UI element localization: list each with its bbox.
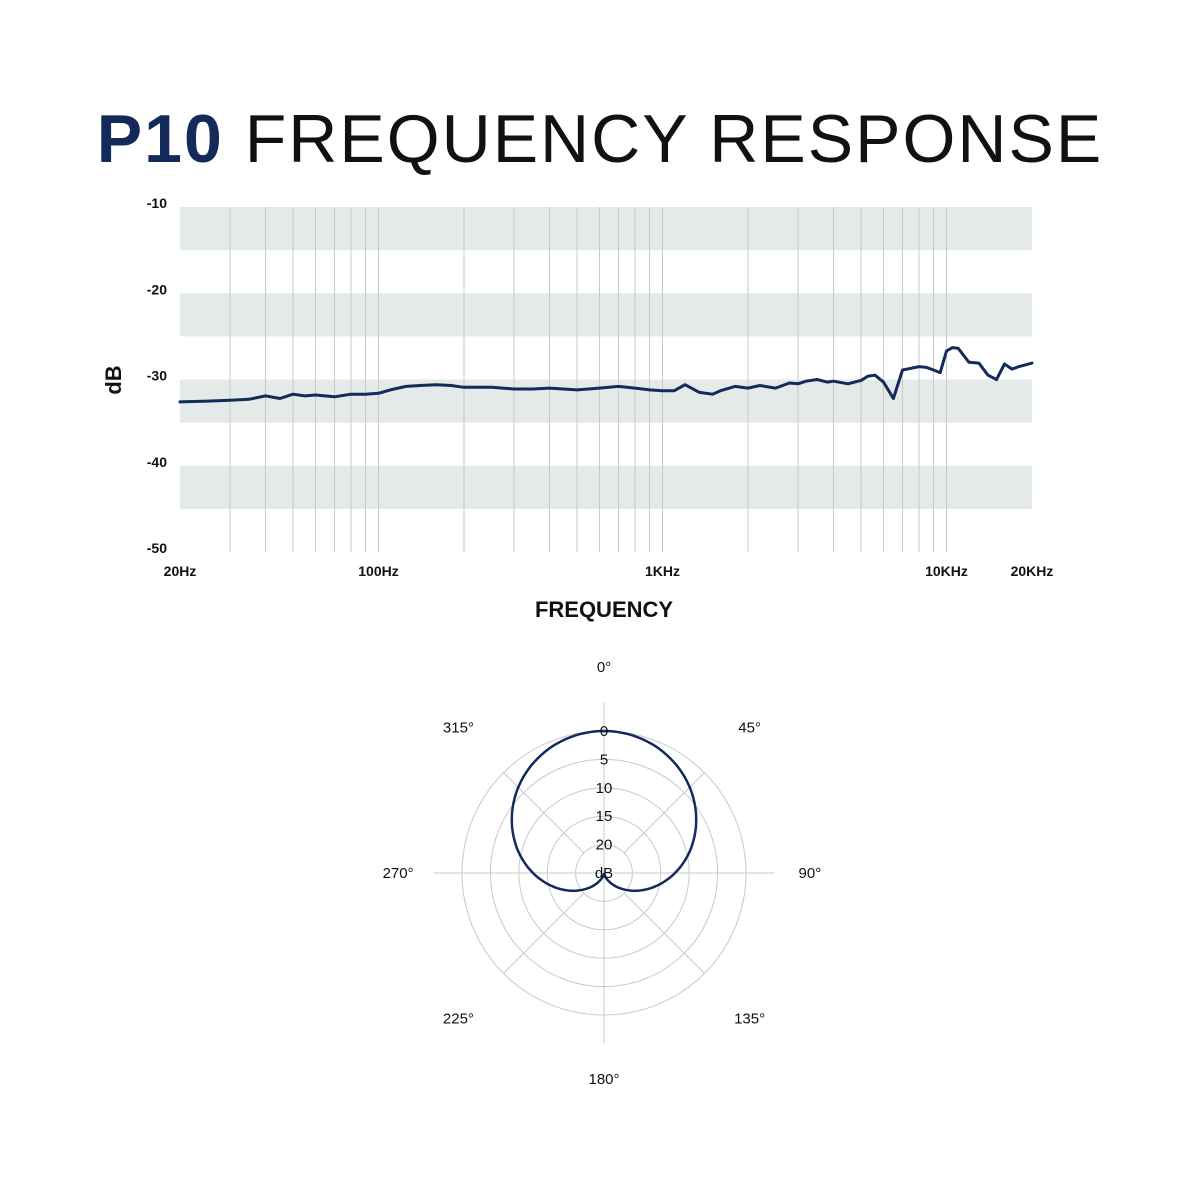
- polar-angle-label: 0°: [597, 659, 611, 676]
- radial-labels: 0 5 10 15 20 dB: [595, 723, 613, 882]
- polar-radial-label: 15: [596, 808, 613, 825]
- curve-layer: [178, 346, 1034, 404]
- polar-spoke: [623, 772, 705, 854]
- polar-radial-label: 5: [600, 751, 608, 768]
- title-brand: P10: [96, 101, 224, 177]
- x-tick-labels: 20Hz 100Hz 1KHz 10KHz 20KHz: [164, 563, 1054, 579]
- frequency-response-chart: -10-20-30-40-50 20Hz 100Hz 1KHz 10KHz 20KHz …: [101, 195, 1054, 622]
- polar-pattern-chart: 0 5 10 15 20 dB 0° 45° 90° 135° 180° 225° 270° 315°: [383, 659, 822, 1088]
- polar-spoke: [503, 772, 585, 854]
- bands-layer: [180, 207, 1032, 509]
- y-tick-label: -10: [147, 195, 167, 211]
- grid-band: [180, 207, 1032, 251]
- grid-band: [180, 293, 1032, 337]
- title-rest: FREQUENCY RESPONSE: [244, 101, 1104, 177]
- x-tick-label: 20KHz: [1011, 563, 1054, 579]
- polar-angle-label: 270°: [383, 865, 414, 882]
- polar-angle-label: 90°: [799, 865, 822, 882]
- polar-angle-label: 135°: [734, 1011, 765, 1028]
- x-tick-label: 1KHz: [645, 563, 680, 579]
- polar-angle-label: 225°: [443, 1011, 474, 1028]
- polar-spoke: [623, 892, 705, 974]
- gridlines-layer: [229, 207, 948, 552]
- polar-spoke: [503, 892, 585, 974]
- response-curve: [178, 346, 1034, 404]
- polar-radial-label: dB: [595, 865, 613, 882]
- polar-angle-label: 45°: [738, 719, 761, 736]
- x-tick-label: 20Hz: [164, 563, 197, 579]
- grid-band: [180, 465, 1032, 509]
- y-tick-label: -20: [147, 281, 167, 297]
- angle-labels: 0° 45° 90° 135° 180° 225° 270° 315°: [383, 659, 822, 1088]
- polar-angle-label: 315°: [443, 719, 474, 736]
- polar-radial-label: 10: [596, 780, 613, 797]
- y-tick-label: -40: [147, 454, 167, 470]
- y-axis-label: dB: [101, 365, 126, 394]
- y-tick-labels: -10 -20 -30 -40 -50: [147, 195, 167, 556]
- x-tick-label: 100Hz: [358, 563, 398, 579]
- polar-grid-layer: [433, 702, 775, 1044]
- polar-radial-label: 20: [596, 837, 613, 854]
- grid-band: [180, 379, 1032, 423]
- polar-pattern-curve: [510, 729, 698, 893]
- polar-radial-label: 0: [600, 723, 608, 740]
- y-tick-label: -50: [147, 540, 167, 556]
- polar-curve-layer: [510, 729, 698, 893]
- polar-angle-label: 180°: [588, 1071, 619, 1088]
- x-tick-label: 10KHz: [925, 563, 968, 579]
- x-axis-label: FREQUENCY: [535, 597, 673, 622]
- chart-title: P10 FREQUENCY RESPONSE: [0, 100, 1200, 178]
- y-tick-label: -30: [147, 368, 167, 384]
